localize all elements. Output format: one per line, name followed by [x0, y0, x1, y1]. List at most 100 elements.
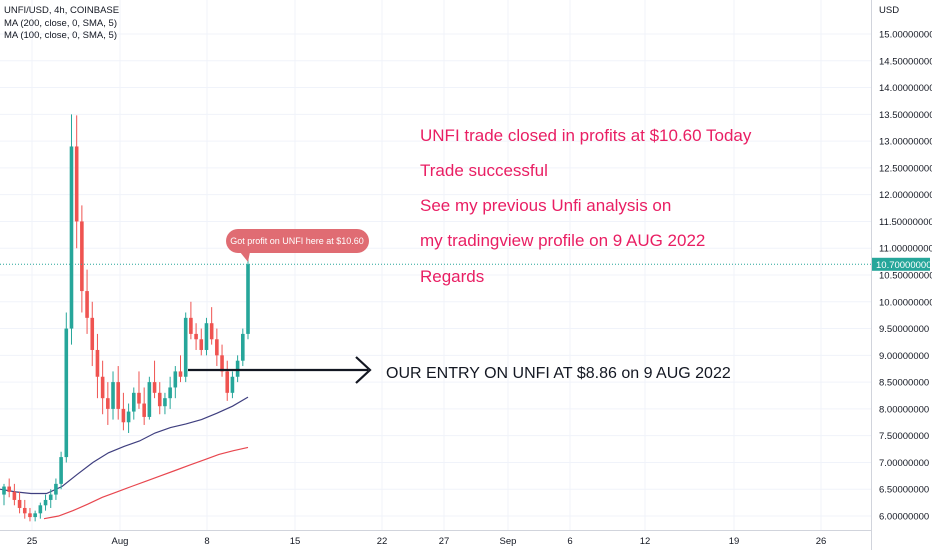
- note-text-block: UNFI trade closed in profits at $10.60 T…: [420, 126, 752, 286]
- candle-body: [183, 317, 188, 377]
- x-tick-label: 26: [816, 536, 827, 547]
- candle-body: [225, 371, 230, 393]
- y-axis-unit: USD: [879, 5, 899, 16]
- candle-body: [95, 349, 100, 377]
- last-price-label: 10.70000000: [872, 257, 931, 271]
- candle-body: [64, 328, 69, 458]
- candle-body: [90, 317, 95, 350]
- candle-body: [163, 398, 167, 407]
- candle-body: [85, 291, 89, 318]
- last-price-text: 10.70000000: [876, 260, 931, 271]
- x-tick-label: 22: [377, 536, 388, 547]
- y-tick-label: 10.50000000: [879, 271, 932, 282]
- candle-body: [59, 457, 63, 484]
- candle-body: [12, 491, 17, 500]
- chart-legend: UNFI/USD, 4h, COINBASE MA (200, close, 0…: [4, 5, 119, 43]
- legend-ma200: MA (200, close, 0, SMA, 5): [4, 17, 117, 29]
- x-tick-label: 12: [640, 536, 651, 547]
- profit-callout: Got profit on UNFI here at $10.60: [226, 229, 369, 262]
- y-tick-label: 11.00000000: [879, 244, 932, 255]
- moving-average-lines: [0, 396, 249, 520]
- y-tick-label: 7.50000000: [879, 431, 929, 442]
- y-axis-ticks[interactable]: 15.00000000 14.50000000 14.00000000 13.5000…: [879, 30, 932, 523]
- candle-body: [230, 376, 235, 393]
- candle-body: [80, 221, 84, 292]
- candle-body: [194, 333, 198, 340]
- candle-body: [38, 505, 43, 514]
- candle-body: [147, 382, 152, 417]
- note-line-1: UNFI trade closed in profits at $10.60 T…: [420, 126, 752, 145]
- candle-body: [209, 323, 214, 340]
- candle-body: [246, 264, 250, 334]
- y-tick-label: 12.50000000: [879, 163, 932, 174]
- y-tick-label: 7.00000000: [879, 458, 929, 469]
- y-tick-label: 14.00000000: [879, 83, 932, 94]
- entry-arrow: [188, 356, 372, 384]
- y-tick-label: 9.00000000: [879, 351, 929, 362]
- ma200-line: [0, 396, 249, 495]
- candle-body: [48, 494, 53, 500]
- x-tick-label: 27: [439, 536, 450, 547]
- x-tick-label: 19: [729, 536, 740, 547]
- candlestick-series: [2, 114, 250, 522]
- y-tick-label: 6.00000000: [879, 512, 929, 523]
- x-tick-label: 8: [204, 536, 209, 547]
- note-line-3: See my previous Unfi analysis on: [420, 196, 671, 215]
- y-tick-label: 15.00000000: [879, 30, 932, 41]
- candle-body: [173, 371, 178, 388]
- y-tick-label: 12.00000000: [879, 190, 932, 201]
- x-tick-label: 25: [27, 536, 38, 547]
- y-tick-label: 8.50000000: [879, 378, 929, 389]
- ma100-line: [43, 446, 249, 520]
- candle-body: [111, 382, 115, 409]
- x-tick-label: Aug: [112, 536, 129, 547]
- candle-body: [157, 392, 162, 407]
- candle-body: [2, 486, 6, 495]
- candle-body: [126, 411, 131, 423]
- y-tick-label: 6.50000000: [879, 485, 929, 496]
- candle-body: [28, 513, 32, 518]
- entry-annotation: OUR ENTRY ON UNFI AT $8.86 on 9 AUG 2022: [386, 365, 731, 382]
- y-tick-label: 14.50000000: [879, 56, 932, 67]
- candle-body: [33, 513, 37, 518]
- candle-body: [7, 486, 11, 492]
- candle-body: [168, 387, 172, 399]
- note-line-4: my tradingview profile on 9 AUG 2022: [420, 231, 705, 250]
- y-tick-label: 13.00000000: [879, 137, 932, 148]
- legend-symbol: UNFI/USD, 4h, COINBASE: [4, 5, 120, 16]
- candle-body: [100, 376, 105, 399]
- y-tick-label: 9.50000000: [879, 324, 929, 335]
- legend-ma100: MA (100, close, 0, SMA, 5): [4, 30, 117, 41]
- profit-callout-text: Got profit on UNFI here at $10.60: [230, 236, 364, 246]
- x-tick-label: Sep: [500, 536, 517, 547]
- candle-body: [69, 146, 74, 329]
- grid-lines: [0, 0, 871, 530]
- candle-body: [215, 339, 219, 356]
- candle-body: [241, 333, 245, 361]
- candle-body: [22, 507, 27, 514]
- candle-body: [220, 355, 224, 372]
- candle-body: [137, 392, 141, 404]
- note-line-2: Trade successful: [420, 161, 548, 180]
- candle-body: [235, 360, 240, 377]
- candle-body: [199, 339, 204, 350]
- note-line-5: Regards: [420, 267, 484, 286]
- y-tick-label: 13.50000000: [879, 110, 932, 121]
- x-tick-label: 15: [290, 536, 301, 547]
- candle-body: [74, 146, 79, 222]
- y-tick-label: 11.50000000: [879, 217, 932, 228]
- candle-body: [178, 371, 183, 377]
- y-tick-label: 8.00000000: [879, 404, 929, 415]
- candle-body: [142, 403, 146, 417]
- candle-body: [189, 317, 193, 334]
- candle-body: [204, 323, 209, 350]
- x-tick-label: 6: [567, 536, 572, 547]
- candle-body: [54, 483, 58, 495]
- candle-body: [17, 499, 22, 508]
- y-tick-label: 10.00000000: [879, 297, 932, 308]
- candle-body: [152, 382, 157, 393]
- candle-body: [106, 398, 110, 409]
- candle-body: [116, 382, 121, 409]
- x-axis-ticks[interactable]: 25 Aug 8 15 22 27 Sep 6 12 19 26: [27, 536, 827, 547]
